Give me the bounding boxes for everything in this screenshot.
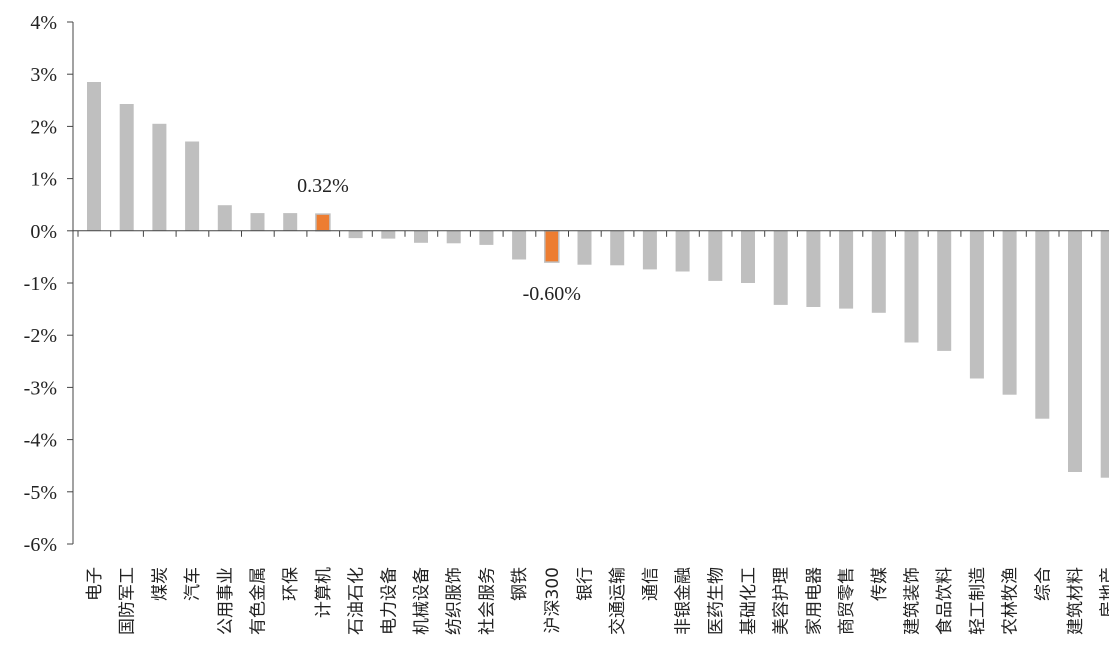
category-label: 计算机: [314, 567, 334, 618]
category-label: 农林牧渔: [1001, 567, 1021, 635]
category-label: 基础化工: [739, 567, 759, 635]
category-label: 公用事业: [216, 567, 236, 635]
y-tick-label: -1%: [24, 273, 57, 295]
data-label-沪深300: -0.60%: [523, 283, 581, 305]
bar-房地产: [1100, 230, 1109, 478]
bar-社会服务: [479, 230, 494, 245]
category-label: 交通运输: [608, 567, 628, 635]
bar-银行: [577, 230, 592, 265]
bar-医药生物: [708, 230, 723, 281]
y-tick-label: 4%: [30, 12, 57, 34]
category-label: 医药生物: [706, 567, 726, 635]
bar-通信: [642, 230, 657, 270]
bar-建筑装饰: [904, 230, 919, 343]
bar-煤炭: [152, 123, 167, 231]
y-tick-label: -5%: [24, 482, 57, 504]
category-label: 传媒: [870, 567, 890, 601]
category-label: 电力设备: [379, 567, 399, 635]
y-tick-label: -3%: [24, 377, 57, 399]
bar-机械设备: [414, 230, 428, 243]
y-tick-label: -4%: [24, 430, 57, 452]
bar-石油石化: [348, 230, 363, 239]
category-label: 汽车: [183, 567, 203, 601]
bar-商贸零售: [839, 230, 854, 309]
bar-汽车: [185, 141, 200, 231]
category-label: 美容护理: [772, 567, 792, 635]
bar-交通运输: [610, 230, 625, 266]
bar-农林牧渔: [1002, 230, 1017, 395]
bar-钢铁: [512, 230, 527, 260]
bar-建筑材料: [1068, 230, 1082, 472]
bar-基础化工: [741, 230, 755, 283]
category-label: 钢铁: [510, 567, 530, 601]
x-axis: [73, 230, 1109, 237]
category-label: 机械设备: [412, 567, 432, 635]
bar-家用电器: [806, 230, 821, 307]
category-label: 非银金融: [674, 567, 694, 635]
category-label: 煤炭: [150, 567, 170, 601]
category-label: 银行: [576, 567, 596, 601]
y-tick-label: 2%: [30, 116, 57, 138]
y-tick-label: -2%: [24, 325, 57, 347]
y-tick-label: -6%: [24, 534, 57, 556]
bar-纺织服饰: [446, 230, 461, 244]
category-label: 国防军工: [118, 567, 138, 635]
y-tick-label: 1%: [30, 169, 57, 191]
bar-有色金属: [250, 213, 265, 231]
bar-传媒: [871, 230, 886, 313]
category-label: 石油石化: [347, 567, 367, 635]
category-label: 综合: [1033, 567, 1053, 601]
category-label: 食品饮料: [935, 567, 955, 635]
bar-美容护理: [773, 230, 788, 305]
category-label: 家用电器: [804, 567, 824, 635]
bar-电力设备: [381, 230, 396, 239]
bar-非银金融: [675, 230, 690, 272]
category-label: 通信: [641, 567, 661, 601]
bar-电子: [87, 82, 101, 231]
category-label: 环保: [281, 567, 301, 601]
annotations: 0.32% -0.60%: [297, 175, 581, 305]
bar-综合: [1035, 230, 1050, 419]
category-label: 沪深300: [543, 567, 563, 633]
bar-国防军工: [119, 104, 134, 231]
bar-计算机: [315, 213, 331, 232]
category-label: 建筑装饰: [903, 567, 923, 635]
bar-沪深300: [544, 230, 560, 263]
category-label: 社会服务: [477, 567, 497, 635]
y-axis: 4% 3% 2% 1% 0% -1% -2% -3% -4% -5% -6%: [24, 12, 74, 556]
bar-环保: [283, 213, 298, 231]
category-label: 纺织服饰: [445, 567, 465, 635]
category-label: 电子: [85, 567, 105, 601]
category-label: 有色金属: [249, 567, 269, 635]
y-tick-label: 3%: [30, 64, 57, 86]
data-label-计算机: 0.32%: [297, 175, 349, 197]
bar-食品饮料: [937, 230, 952, 351]
bars: [87, 82, 1109, 478]
category-label: 建筑材料: [1066, 567, 1086, 635]
category-label: 轻工制造: [968, 567, 988, 635]
y-tick-label: 0%: [30, 221, 57, 243]
category-label: 房地产: [1099, 567, 1109, 618]
category-labels: 电子 国防军工 煤炭 汽车 公用事业 有色金属 环保 计算机 石油石化 电力设备 机械设备 纺织服饰社…: [85, 567, 1109, 635]
bar-公用事业: [217, 205, 232, 231]
category-label: 商贸零售: [837, 567, 857, 635]
bar-轻工制造: [969, 230, 984, 379]
